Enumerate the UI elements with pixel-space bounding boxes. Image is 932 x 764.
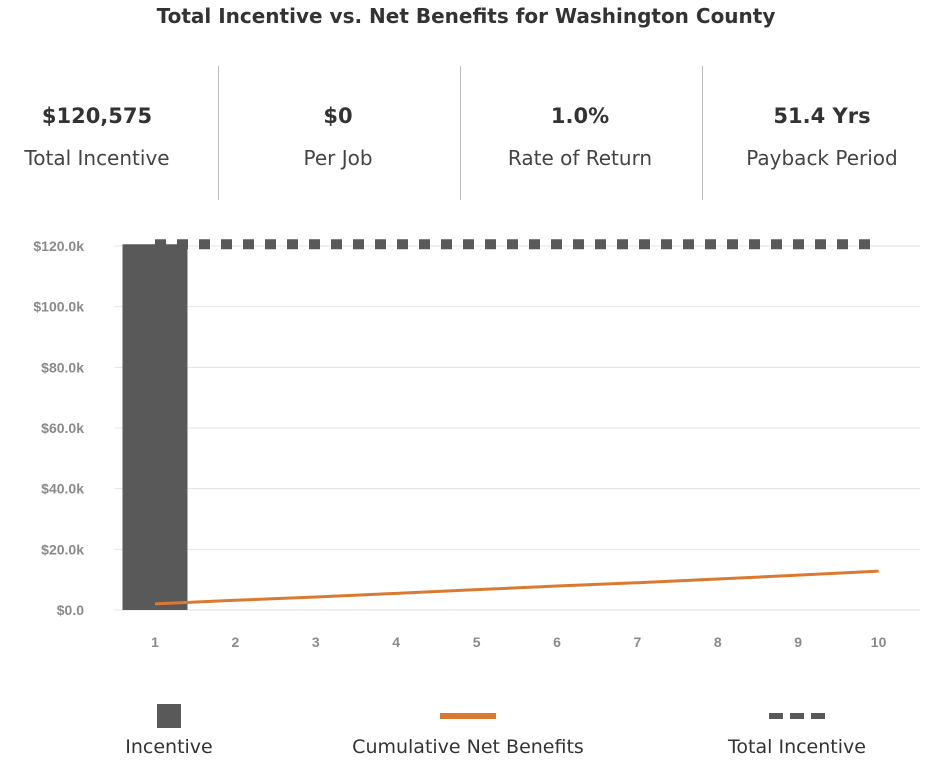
legend-label: Incentive [125, 736, 213, 758]
stat-label: Payback Period [746, 146, 898, 170]
legend-label: Total Incentive [728, 736, 866, 758]
y-tick-label: $20.0k [41, 541, 84, 557]
chart-title: Total Incentive vs. Net Benefits for Was… [156, 4, 776, 28]
y-tick-label: $60.0k [41, 420, 84, 436]
legend: Incentive Cumulative Net Benefits Total … [0, 700, 932, 764]
divider [702, 66, 703, 200]
x-tick-label: 8 [714, 634, 722, 650]
x-tick-label: 2 [232, 634, 240, 650]
solid-line-icon [440, 713, 496, 719]
y-tick-label: $100.0k [33, 299, 84, 315]
x-tick-label: 4 [392, 634, 400, 650]
legend-label: Cumulative Net Benefits [352, 736, 584, 758]
x-tick-label: 3 [312, 634, 320, 650]
x-tick-label: 7 [634, 634, 642, 650]
stat-value: $120,575 [41, 104, 153, 128]
stat-value: 1.0% [550, 104, 610, 128]
stat-label: Total Incentive [24, 146, 170, 170]
y-tick-label: $80.0k [41, 359, 84, 375]
x-tick-label: 5 [473, 634, 481, 650]
y-tick-label: $40.0k [41, 481, 84, 497]
stat-rate-of-return: 1.0% Rate of Return [460, 66, 700, 200]
x-tick-label: 10 [871, 634, 887, 650]
y-tick-label: $120.0k [33, 238, 84, 254]
bar-incentive [122, 244, 188, 610]
divider [218, 66, 219, 200]
x-tick-label: 9 [794, 634, 802, 650]
y-tick-label: $0.0 [57, 602, 84, 618]
stat-per-job: $0 Per Job [218, 66, 458, 200]
x-tick-label: 6 [553, 634, 561, 650]
stat-label: Rate of Return [507, 146, 653, 170]
dashed-line-icon [769, 713, 825, 719]
stat-payback-period: 51.4 Yrs Payback Period [702, 66, 932, 200]
stats-bar: $120,575 Total Incentive $0 Per Job 1.0%… [0, 66, 932, 200]
square-icon [157, 704, 181, 728]
chart-plot: $0.0 $20.0k $40.0k $60.0k $80.0k $100.0k $120.… [33, 238, 920, 650]
stat-value: 51.4 Yrs [773, 104, 871, 128]
divider [460, 66, 461, 200]
x-tick-label: 1 [151, 634, 159, 650]
stat-label: Per Job [303, 146, 373, 170]
line-cumulative-net-benefits [154, 569, 879, 606]
stat-total-incentive: $120,575 Total Incentive [0, 66, 217, 200]
stat-value: $0 [323, 104, 353, 128]
